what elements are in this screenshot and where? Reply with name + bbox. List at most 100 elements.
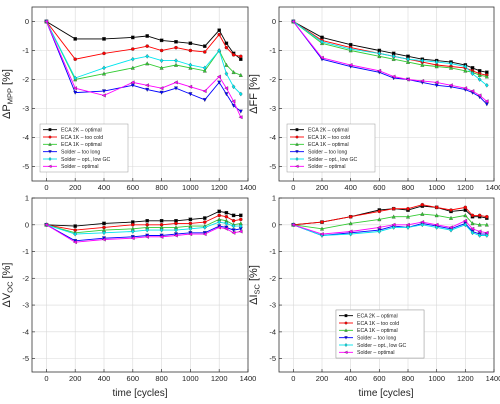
data-point <box>420 222 425 228</box>
data-point <box>238 229 243 234</box>
data-point <box>484 102 489 107</box>
data-point <box>145 219 149 223</box>
data-point <box>159 48 164 53</box>
y-axis-label: ΔVOC [%] <box>1 263 15 308</box>
data-point <box>405 59 411 64</box>
data-point <box>188 65 193 70</box>
x-tick-label: 800 <box>155 183 168 192</box>
data-point <box>145 227 149 233</box>
y-tick-label: -2 <box>22 75 29 84</box>
data-point <box>102 65 106 71</box>
legend-label: ECA 2K – optimal <box>357 313 398 319</box>
series-line <box>45 21 242 118</box>
data-point <box>203 220 207 224</box>
legend-box <box>335 309 425 359</box>
legend-marker <box>295 157 299 161</box>
data-point <box>217 80 222 85</box>
data-point <box>420 202 425 207</box>
data-point <box>377 225 382 230</box>
data-point <box>239 91 243 97</box>
data-point <box>448 225 453 230</box>
data-point <box>203 225 207 230</box>
data-point <box>231 84 236 90</box>
data-point <box>224 210 229 215</box>
legend-label: ECA 2K – optimal <box>61 127 102 133</box>
data-point <box>231 69 236 74</box>
data-point <box>224 41 229 46</box>
x-tick-label: 1000 <box>428 374 445 383</box>
data-point <box>231 230 236 235</box>
data-point <box>217 28 221 32</box>
data-point <box>73 231 77 237</box>
y-tick-label: -4 <box>269 133 276 142</box>
data-point <box>477 222 482 227</box>
x-tick-label: 200 <box>316 183 329 192</box>
x-tick-label: 800 <box>402 374 415 383</box>
x-tick-label: 1000 <box>182 374 199 383</box>
series-5 <box>44 222 243 245</box>
data-point <box>101 71 107 76</box>
legend-marker <box>344 328 348 332</box>
data-point <box>145 44 149 48</box>
data-point <box>224 62 229 67</box>
data-point <box>348 42 353 47</box>
data-point <box>238 72 243 77</box>
data-point <box>434 80 439 85</box>
data-point <box>131 223 135 227</box>
data-point <box>434 225 439 230</box>
data-point <box>391 222 396 227</box>
data-point <box>391 74 396 79</box>
data-point <box>238 115 243 120</box>
data-point <box>217 209 221 214</box>
data-point <box>145 61 150 66</box>
data-point <box>202 89 207 94</box>
data-point <box>72 240 77 245</box>
data-point <box>173 80 178 85</box>
data-point <box>44 19 49 24</box>
data-point <box>348 214 353 219</box>
x-tick-label: 200 <box>69 374 82 383</box>
data-point <box>320 220 324 224</box>
data-point <box>130 236 135 241</box>
plot-frame <box>31 6 249 182</box>
data-point <box>174 227 178 233</box>
data-point <box>174 58 178 63</box>
data-point <box>434 222 439 227</box>
legend-label: ECA 1K – optimal <box>61 142 102 148</box>
legend-label: Solder – optimal <box>357 350 395 356</box>
data-point <box>420 211 425 216</box>
x-tick-label: 0 <box>291 183 295 192</box>
data-point <box>216 74 221 79</box>
legend-label: ECA 1K – too cold <box>308 135 350 141</box>
data-point <box>72 86 77 91</box>
legend-marker <box>295 164 299 169</box>
data-point <box>470 230 475 236</box>
data-point <box>239 223 243 229</box>
x-tick-label: 200 <box>69 183 82 192</box>
x-tick-label: 600 <box>127 183 140 192</box>
data-point <box>239 54 243 59</box>
data-point <box>319 55 324 60</box>
x-tick-label: 1000 <box>182 183 199 192</box>
data-point <box>174 45 178 50</box>
data-point <box>217 219 221 225</box>
data-point <box>102 221 106 226</box>
data-point <box>420 62 425 67</box>
data-point <box>203 65 207 71</box>
data-point <box>203 44 207 48</box>
x-tick-label: 1200 <box>457 183 474 192</box>
x-tick-label: 1400 <box>240 374 257 383</box>
data-point <box>73 224 77 228</box>
data-point <box>405 77 410 82</box>
data-point <box>73 90 78 95</box>
data-point <box>484 222 489 227</box>
data-point <box>231 99 236 104</box>
y-tick-label: -4 <box>22 327 29 336</box>
data-point <box>377 51 382 56</box>
series-line <box>293 21 488 86</box>
series-line <box>45 21 242 112</box>
data-point <box>145 53 149 59</box>
series-4 <box>44 19 243 97</box>
data-point <box>188 84 193 89</box>
data-point <box>470 89 475 94</box>
